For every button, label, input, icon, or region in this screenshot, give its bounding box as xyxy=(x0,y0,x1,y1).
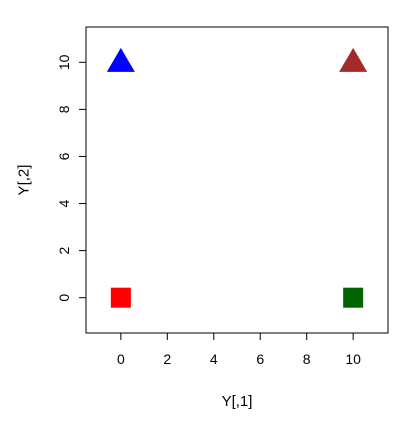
x-tick-label: 8 xyxy=(303,351,311,367)
x-tick-label: 0 xyxy=(117,351,125,367)
y-axis: 0 2 4 6 8 10 xyxy=(56,54,87,302)
x-tick-label: 10 xyxy=(345,351,361,367)
y-tick-label: 0 xyxy=(56,294,72,302)
x-axis-label: Y[,1] xyxy=(222,393,253,410)
x-tick-label: 2 xyxy=(163,351,171,367)
x-axis: 0 2 4 6 8 10 xyxy=(117,332,361,367)
y-tick-label: 4 xyxy=(56,199,72,207)
data-point-square-1 xyxy=(343,287,364,308)
y-tick-label: 10 xyxy=(56,54,72,70)
y-tick-label: 6 xyxy=(56,152,72,160)
data-points xyxy=(106,47,368,308)
data-point-triangle-3 xyxy=(339,47,368,72)
y-tick-label: 2 xyxy=(56,247,72,255)
data-point-square-0 xyxy=(110,287,131,308)
x-tick-label: 4 xyxy=(210,351,218,367)
x-tick-label: 6 xyxy=(256,351,264,367)
data-point-triangle-2 xyxy=(106,47,135,72)
y-tick-label: 8 xyxy=(56,105,72,113)
y-axis-label: Y[,2] xyxy=(16,165,33,196)
